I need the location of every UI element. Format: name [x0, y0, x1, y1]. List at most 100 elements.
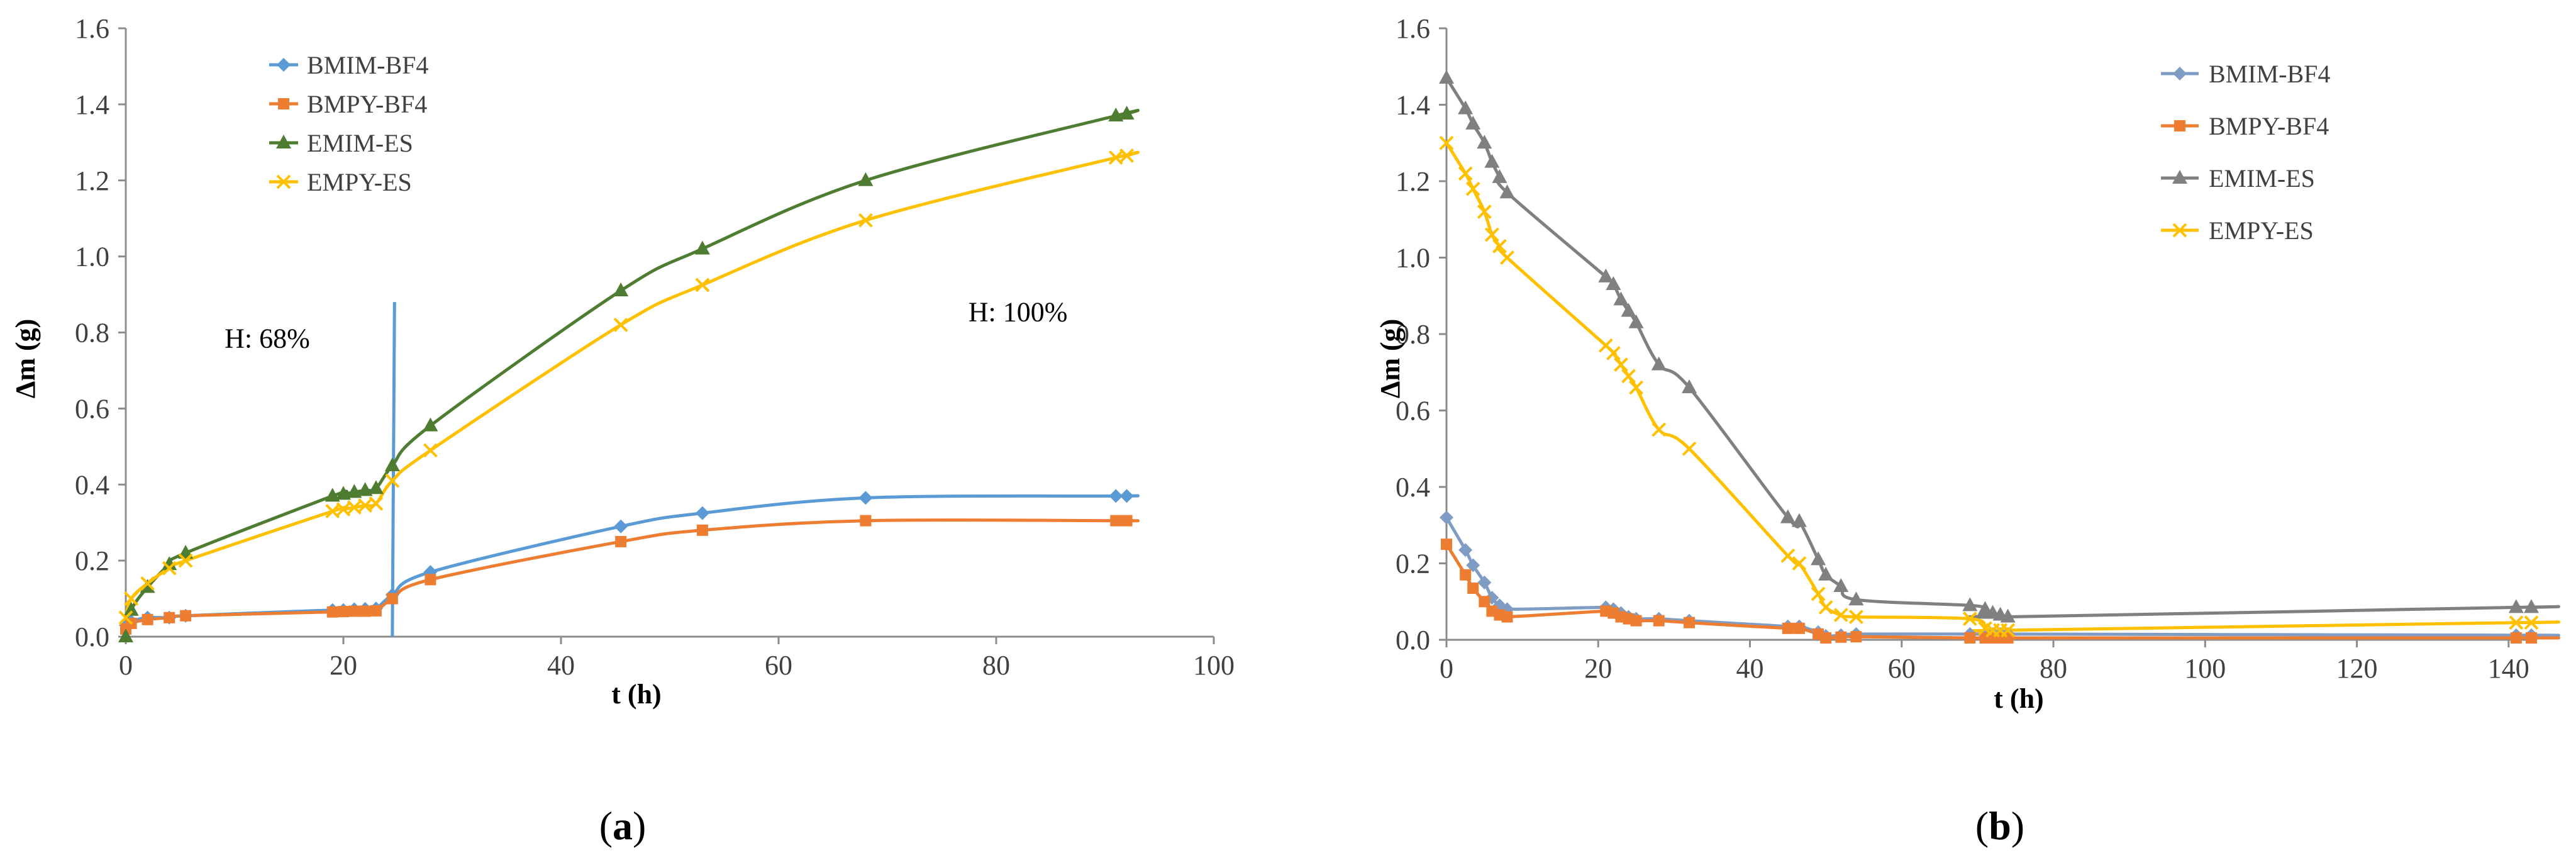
y-tick-label: 0.0: [75, 622, 109, 652]
data-point: [1458, 543, 1473, 557]
x-tick-label: 20: [1584, 653, 1612, 684]
data-point: [1465, 115, 1481, 130]
data-point: [615, 535, 627, 547]
x-tick-label: 100: [2184, 653, 2226, 684]
data-point: [695, 277, 710, 293]
data-point: [1621, 369, 1636, 384]
data-point: [1848, 610, 1863, 624]
markers-b: [1439, 69, 2539, 644]
data-point: [1964, 632, 1976, 644]
data-point: [858, 172, 874, 186]
data-point: [1598, 268, 1614, 282]
data-point: [1484, 227, 1499, 242]
data-point: [1477, 575, 1492, 589]
data-point: [2509, 615, 2524, 630]
data-point: [1119, 105, 1135, 120]
data-point: [326, 606, 338, 618]
data-point: [425, 574, 436, 586]
y-axis-title-a: Δm (g): [10, 319, 41, 399]
legend-marker: [276, 174, 291, 189]
y-tick-label: 0.8: [75, 318, 109, 349]
caption-open-paren: (: [1975, 803, 1989, 848]
data-point: [336, 486, 351, 500]
series-line-empy-es: [124, 150, 1140, 620]
x-tick-label: 100: [1193, 650, 1235, 681]
data-point: [368, 480, 384, 494]
data-point: [1684, 617, 1696, 628]
data-point: [1477, 135, 1492, 149]
data-point: [1629, 380, 1643, 395]
x-tick-label: 0: [119, 650, 133, 681]
data-point: [1818, 566, 1834, 581]
data-point: [370, 605, 382, 617]
data-point: [2508, 599, 2524, 613]
data-point: [357, 482, 373, 496]
data-point: [695, 506, 709, 520]
data-point: [178, 553, 193, 568]
data-point: [1820, 632, 1832, 644]
data-point: [325, 504, 340, 518]
data-point: [347, 500, 362, 515]
x-tick-label: 80: [2040, 653, 2067, 684]
data-point: [1962, 597, 1978, 611]
data-point: [2524, 599, 2539, 613]
data-point: [1780, 509, 1796, 523]
y-tick-label: 1.4: [1396, 90, 1430, 121]
data-point: [1833, 608, 1848, 622]
data-point: [2000, 608, 2016, 623]
data-point: [1682, 379, 1697, 394]
data-point: [1477, 204, 1492, 220]
data-point: [140, 579, 155, 593]
y-tick-label: 0.2: [75, 545, 109, 576]
data-point: [1652, 422, 1667, 437]
data-point: [1500, 250, 1514, 265]
data-point: [347, 484, 362, 498]
y-tick-label: 0.4: [75, 469, 109, 500]
y-tick-label: 1.0: [75, 242, 109, 272]
data-point: [1606, 276, 1621, 291]
y-tick-label: 0.8: [1396, 319, 1430, 350]
data-point: [860, 515, 872, 527]
x-axis-title-a: t (h): [611, 679, 661, 710]
data-point: [1962, 611, 1977, 627]
data-point: [1492, 238, 1507, 254]
data-point: [338, 606, 349, 618]
data-point: [1501, 611, 1513, 623]
panel-caption-b: (b): [1975, 803, 2024, 848]
data-point: [1682, 441, 1697, 456]
data-point: [696, 524, 708, 536]
data-point: [1108, 150, 1123, 165]
data-point: [118, 628, 133, 642]
chart-a: 0.00.20.40.60.81.01.21.41.60 20 40 60 80 100 …: [10, 13, 1235, 848]
caption-letter: b: [1989, 803, 2011, 848]
data-point: [1621, 303, 1636, 317]
series-line-bmpy-bf4: [124, 518, 1140, 631]
data-point: [1833, 578, 1849, 592]
data-point: [1466, 558, 1480, 572]
x-tick-label: 40: [1736, 653, 1764, 684]
data-point: [164, 611, 175, 623]
legend-marker: [278, 98, 289, 109]
data-point: [180, 610, 192, 622]
x-tick-label: 120: [2336, 653, 2378, 684]
caption-letter: a: [613, 803, 633, 848]
series-b: [1445, 76, 2560, 640]
panel-caption-a: (a): [599, 803, 647, 848]
data-point: [359, 605, 371, 617]
data-point: [1119, 148, 1135, 163]
data-point: [325, 488, 340, 502]
data-point: [858, 491, 873, 505]
data-point: [1811, 586, 1826, 601]
legend-label: BMIM-BF4: [2209, 60, 2330, 88]
data-point: [1109, 489, 1123, 503]
data-point: [1458, 166, 1473, 181]
humidity-annotation: H: 68%: [225, 323, 310, 354]
y-tick-label: 0.4: [1396, 472, 1430, 503]
x-axis-title-b: t (h): [1994, 683, 2043, 714]
data-point: [613, 317, 628, 332]
data-point: [358, 498, 373, 513]
data-point: [1613, 291, 1629, 306]
x-tick-label: 20: [330, 650, 357, 681]
legend-a: BMIM-BF4 BMPY-BF4 EMIM-ES EMPY-ES: [269, 51, 428, 196]
data-point: [858, 213, 873, 228]
